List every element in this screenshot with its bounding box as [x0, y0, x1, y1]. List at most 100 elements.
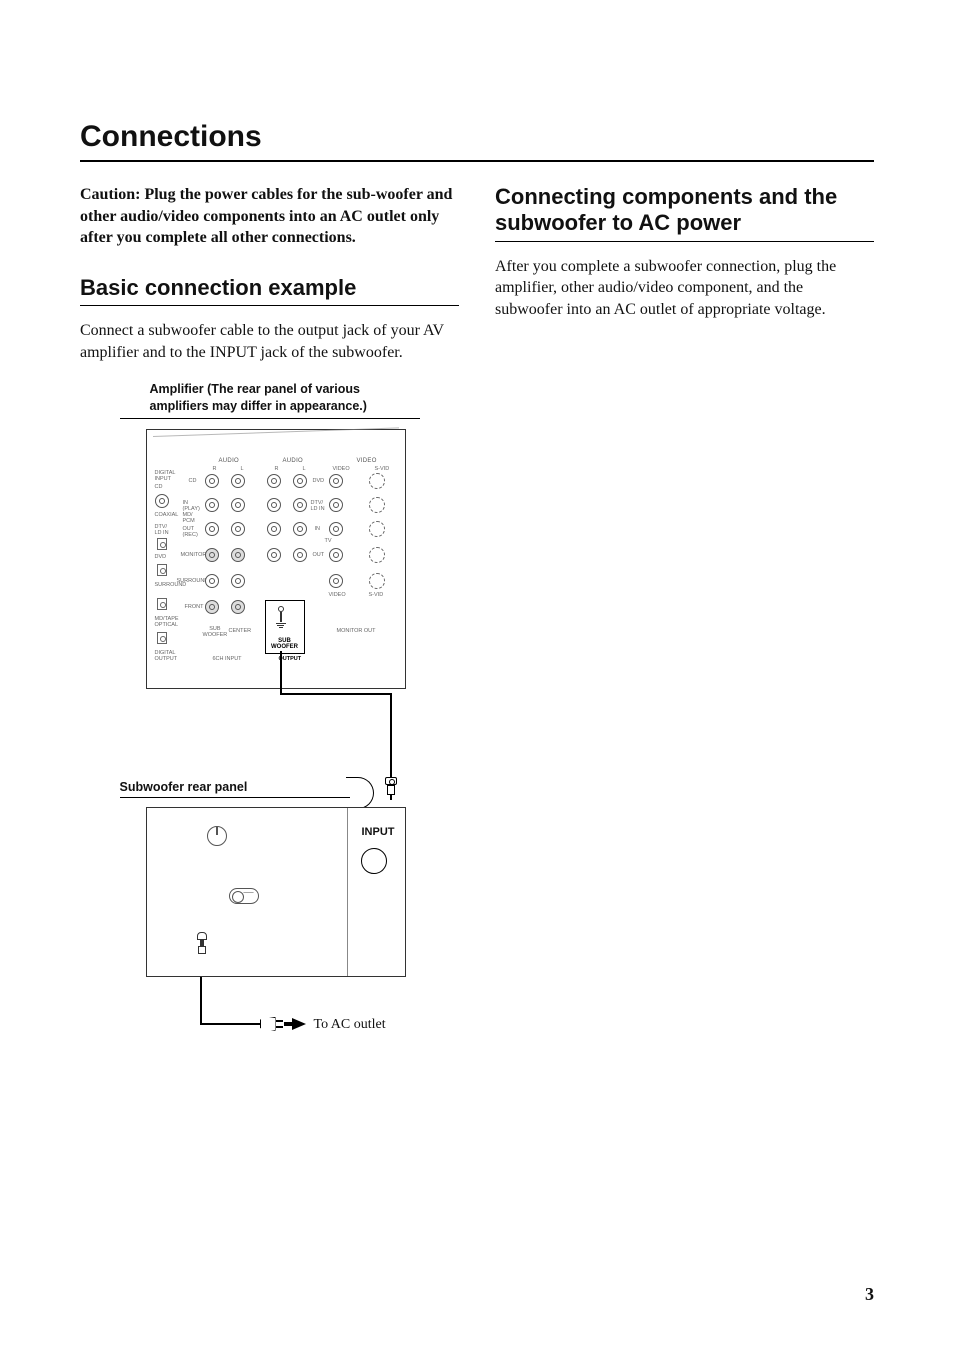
digital-output-label: DIGITAL OUTPUT	[155, 650, 178, 662]
cable-segment-3	[390, 693, 392, 783]
ac-cord-horizontal	[200, 1023, 266, 1025]
surround-label-row: SURROUND	[177, 578, 209, 584]
basic-connection-rule	[80, 305, 459, 306]
sjack-r5	[369, 573, 385, 589]
amp-top-edge	[153, 427, 399, 452]
jack-r3c5	[329, 522, 343, 536]
rca-plug-icon	[385, 777, 397, 797]
in-label-1: IN	[315, 526, 321, 532]
jack-r3c2	[231, 522, 245, 536]
tv-label: TV	[325, 538, 332, 544]
two-column-layout: Caution: Plug the power cables for the s…	[80, 184, 874, 1045]
jack-r1c5	[329, 474, 343, 488]
out-label-1: OUT	[313, 552, 325, 558]
jack-r2c2	[231, 498, 245, 512]
sjack-r4	[369, 547, 385, 563]
jack-r3c4	[293, 522, 307, 536]
center-label: CENTER	[229, 628, 252, 634]
subwoofer-caption: Subwoofer rear panel	[120, 780, 248, 794]
r-label-1: R	[213, 466, 217, 472]
coax-label: COAXIAL	[155, 512, 179, 518]
svid-label: S-VID	[375, 466, 390, 472]
r-label-2: R	[275, 466, 279, 472]
front-label-row: FRONT	[185, 604, 204, 610]
video-mon-label: VIDEO	[329, 592, 346, 598]
caution-paragraph: Caution: Plug the power cables for the s…	[80, 184, 459, 249]
subwoofer-ac-inlet-icon	[195, 932, 209, 954]
in-play-label: IN (PLAY)	[183, 500, 200, 512]
output-bracket-label: OUTPUT	[279, 656, 302, 662]
title-rule	[80, 160, 874, 162]
six-ch-input-label: 6CH INPUT	[213, 656, 242, 662]
amp-caption-line2: amplifiers may differ in appearance.)	[150, 399, 367, 413]
basic-connection-heading: Basic connection example	[80, 275, 459, 301]
jack-r4c2	[231, 548, 245, 562]
page-title: Connections	[80, 120, 874, 154]
monitor-label: MONITOR	[181, 552, 207, 558]
jack-r2c1	[205, 498, 219, 512]
connecting-ac-body: After you complete a subwoofer connectio…	[495, 256, 874, 321]
ground-post-icon	[275, 606, 287, 632]
dtv-opt-label: DTV/ LD IN	[155, 524, 169, 536]
l-label-1: L	[241, 466, 244, 472]
audio-group-label-1: AUDIO	[219, 458, 240, 464]
subwoofer-power-switch-icon	[229, 888, 259, 904]
ac-cord-vertical	[200, 977, 202, 1025]
jack-r2c5	[329, 498, 343, 512]
subwoofer-in-label: SUB WOOFER	[203, 626, 228, 638]
monitor-out-label: MONITOR OUT	[337, 628, 376, 634]
jack-r6c1	[205, 600, 219, 614]
subwoofer-panel: INPUT	[146, 807, 406, 977]
cable-segment-2	[280, 693, 392, 695]
opt-4	[157, 632, 167, 644]
dvd-row-label-1: DVD	[313, 478, 325, 484]
jack-r3c1	[205, 522, 219, 536]
mdtape-opt-label: MD/TAPE OPTICAL	[155, 616, 179, 628]
jack-r6c2	[231, 600, 245, 614]
to-ac-outlet-label: To AC outlet	[314, 1017, 386, 1033]
jack-r5c1	[205, 574, 219, 588]
coax-jack	[155, 494, 169, 508]
jack-r4c5	[329, 548, 343, 562]
amp-caption: Amplifier (The rear panel of various amp…	[120, 381, 420, 414]
jack-r5c2	[231, 574, 245, 588]
video-group-label: VIDEO	[357, 458, 377, 464]
cable-segment-1	[280, 651, 282, 695]
dtvld-row-label: DTV/ LD IN	[311, 500, 325, 512]
connecting-ac-heading: Connecting components and the subwoofer …	[495, 184, 874, 237]
page-number: 3	[865, 1284, 874, 1305]
audio-group-label-2: AUDIO	[283, 458, 304, 464]
sjack-r2	[369, 497, 385, 513]
amp-caption-line1: Amplifier (The rear panel of various	[150, 382, 360, 396]
jack-r3c3	[267, 522, 281, 536]
subwoofer-caption-rule	[120, 797, 350, 798]
opt-1	[157, 538, 167, 550]
jack-r1c2	[231, 474, 245, 488]
jack-r2c4	[293, 498, 307, 512]
dvd-opt-label: DVD	[155, 554, 167, 560]
subwoofer-output-label: SUB WOOFER	[265, 638, 305, 650]
subwoofer-divider	[347, 808, 348, 976]
video-col-label: VIDEO	[333, 466, 350, 472]
right-column: Connecting components and the subwoofer …	[495, 184, 874, 1045]
jack-r4c3	[267, 548, 281, 562]
arrow-icon	[292, 1018, 306, 1030]
subwoofer-bracket	[346, 777, 374, 809]
l-label-2: L	[303, 466, 306, 472]
diagram: AUDIO AUDIO VIDEO R L R L VIDEO S-VID DI…	[120, 425, 420, 1045]
ac-plug-icon	[260, 1015, 284, 1033]
left-column: Caution: Plug the power cables for the s…	[80, 184, 459, 1045]
jack-r1c1	[205, 474, 219, 488]
connection-figure: Amplifier (The rear panel of various amp…	[120, 381, 420, 1045]
jack-r5c5	[329, 574, 343, 588]
amplifier-panel: AUDIO AUDIO VIDEO R L R L VIDEO S-VID DI…	[146, 429, 406, 689]
jack-r1c3	[267, 474, 281, 488]
connecting-ac-rule	[495, 241, 874, 242]
out-rec-label: OUT (REC)	[183, 526, 198, 538]
subwoofer-knob-icon	[207, 826, 229, 848]
amp-caption-rule	[120, 418, 420, 419]
opt-2	[157, 564, 167, 576]
basic-connection-body: Connect a subwoofer cable to the output …	[80, 320, 459, 363]
sjack-r3	[369, 521, 385, 537]
jack-r4c4	[293, 548, 307, 562]
